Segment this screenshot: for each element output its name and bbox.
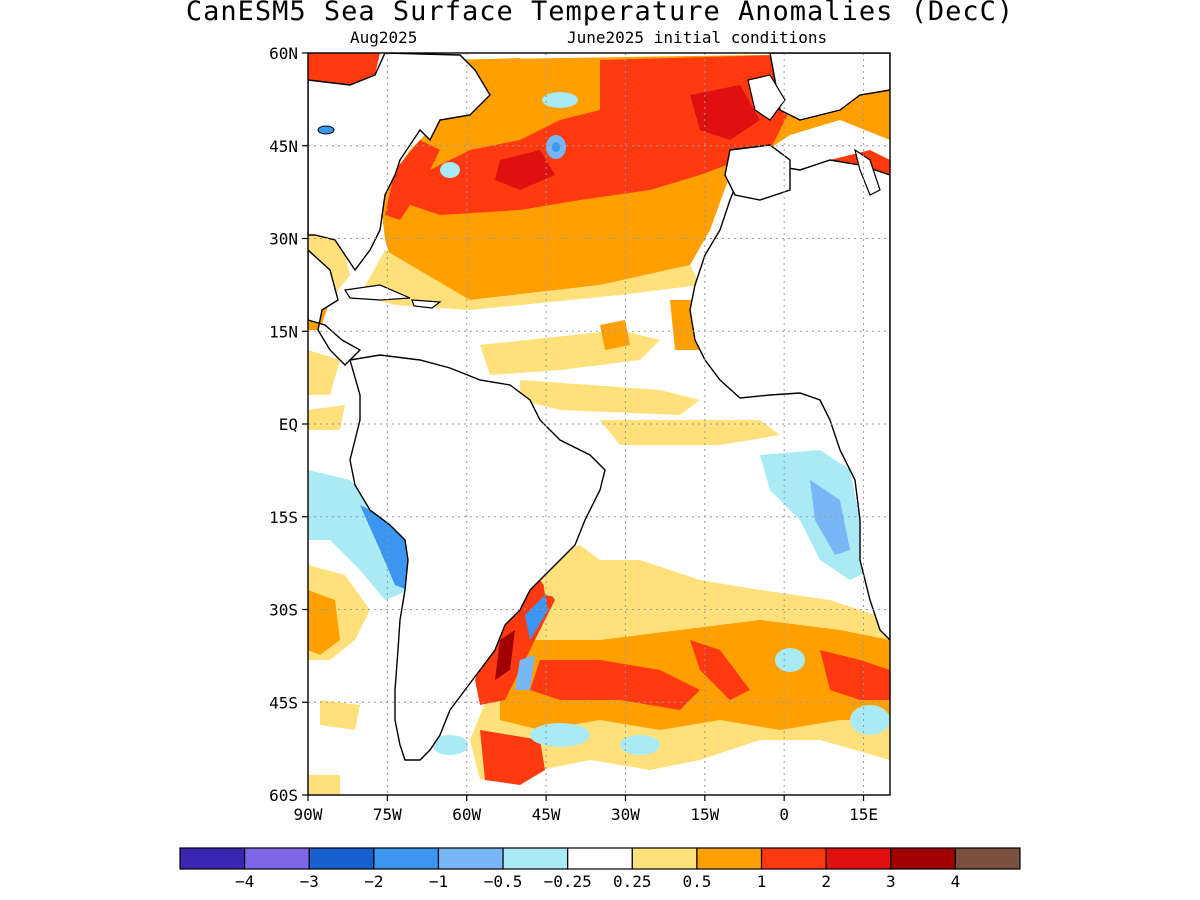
colorbar-swatch (696, 847, 763, 870)
lon-tick-label: 90W (294, 805, 323, 824)
lat-tick-label: 45S (269, 693, 298, 712)
colorbar-swatch (825, 847, 892, 870)
lon-tick-label: 15W (690, 805, 719, 824)
colorbar-label: 1 (757, 872, 767, 891)
lat-tick-label: 15N (269, 322, 298, 341)
colorbar-label: −0.25 (544, 872, 592, 891)
colorbar-label: 0.25 (613, 872, 652, 891)
colorbar-swatch (244, 847, 310, 870)
colorbar-swatch (437, 847, 504, 870)
lon-tick-label: 15E (849, 805, 878, 824)
colorbar-label: −1 (429, 872, 448, 891)
lat-tick-label: EQ (279, 415, 298, 434)
lat-tick-label: 30S (269, 601, 298, 620)
map-title: CanESM5 Sea Surface Temperature Anomalie… (185, 0, 1015, 27)
colorbar-label: 0.5 (682, 872, 711, 891)
lat-tick-label: 45N (269, 137, 298, 156)
colorbar-swatch (760, 847, 827, 870)
lon-tick-label: 0 (779, 805, 789, 824)
lon-tick-label: 45W (532, 805, 561, 824)
colorbar-label: −0.5 (484, 872, 523, 891)
lat-tick-label: 30N (269, 230, 298, 249)
initial-conditions-label: June2025 initial conditions (567, 28, 828, 47)
lat-tick-label: 15S (269, 508, 298, 527)
colorbar-swatch (502, 847, 569, 870)
colorbar-swatch (567, 847, 633, 870)
colorbar-label: 2 (821, 872, 831, 891)
colorbar-swatch (631, 847, 698, 870)
colorbar-label: −3 (300, 872, 319, 891)
colorbar-swatch (954, 847, 1021, 870)
lat-tick-label: 60N (269, 44, 298, 63)
colorbar-swatch (179, 847, 246, 870)
colorbar-swatch (308, 847, 375, 870)
lon-tick-label: 60W (452, 805, 481, 824)
colorbar: −4 −3 −2 −1 −0.5 −0.25 0.25 0.5 1 2 3 4 (179, 847, 1021, 891)
colorbar-label: −4 (235, 872, 254, 891)
coastlines (308, 53, 890, 761)
lon-tick-label: 30W (611, 805, 640, 824)
colorbar-label: −2 (364, 872, 383, 891)
forecast-month-label: Aug2025 (350, 28, 418, 47)
colorbar-label: 3 (886, 872, 896, 891)
colorbar-label: 4 (951, 872, 961, 891)
lon-tick-label: 75W (373, 805, 402, 824)
colorbar-swatch (890, 847, 956, 870)
lat-tick-label: 60S (269, 786, 298, 805)
colorbar-swatch (373, 847, 440, 870)
map-gridlines (308, 53, 890, 795)
